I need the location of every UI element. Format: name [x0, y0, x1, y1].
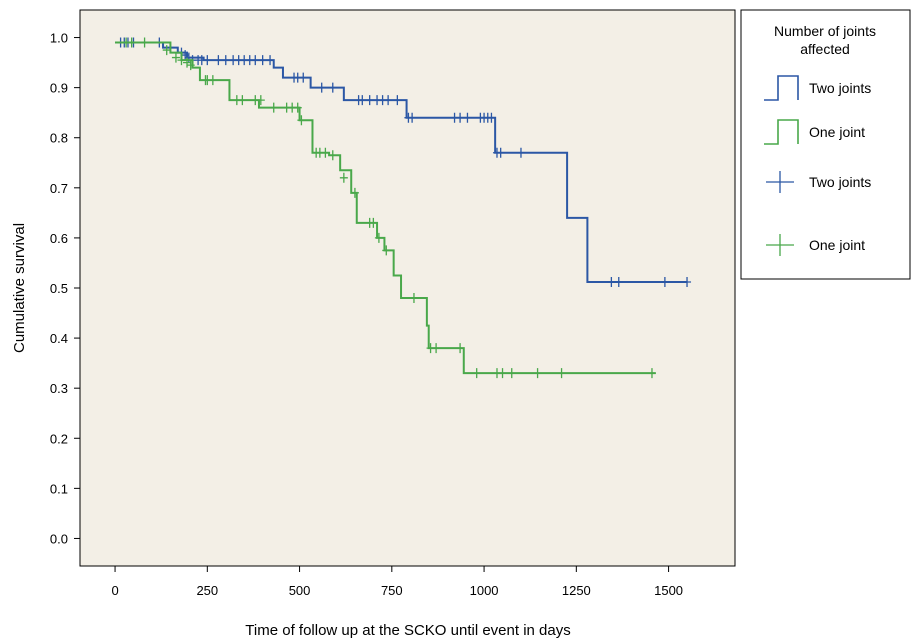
- legend-label-one-joint: One joint: [809, 237, 865, 253]
- legend-censor-symbol-one-joint: [766, 234, 794, 256]
- censor-mark-two-joints: [181, 50, 190, 61]
- censor-mark-two-joints: [258, 55, 267, 66]
- legend-title-line-1: Number of joints: [774, 23, 876, 39]
- censor-mark-one-joint: [269, 102, 278, 113]
- censor-mark-one-joint: [186, 60, 195, 71]
- censor-mark-two-joints: [266, 55, 275, 66]
- censor-mark-one-joint: [140, 37, 149, 48]
- plot-series: [115, 37, 692, 379]
- x-tick-label: 500: [289, 583, 311, 598]
- y-tick-label: 0.5: [50, 281, 68, 296]
- censor-mark-one-joint: [127, 37, 136, 48]
- axes: 0.0 0.1 0.2 0.3 0.4 0.5 0.6 0.7 0.8 0.9 1.0 0 250 500…: [50, 31, 683, 598]
- censor-mark-one-joint: [382, 245, 391, 256]
- censor-mark-two-joints: [463, 112, 472, 123]
- x-tick-label: 0: [111, 583, 118, 598]
- censor-mark-one-joint: [177, 55, 186, 66]
- censor-mark-two-joints: [203, 55, 212, 66]
- legend-censor-symbol-two-joints: [766, 171, 794, 193]
- censor-mark-one-joint: [533, 368, 542, 379]
- censor-mark-one-joint: [369, 217, 378, 228]
- censor-mark-one-joint: [293, 102, 302, 113]
- censor-mark-one-joint: [409, 293, 418, 304]
- censor-mark-one-joint: [498, 368, 507, 379]
- censor-mark-two-joints: [393, 95, 402, 106]
- censor-mark-one-joint: [339, 172, 348, 183]
- censor-mark-one-joint: [162, 45, 171, 56]
- censor-mark-one-joint: [350, 187, 359, 198]
- y-tick-label: 0.9: [50, 81, 68, 96]
- censor-mark-one-joint: [256, 95, 265, 106]
- legend-label-two-joints: Two joints: [809, 80, 871, 96]
- censor-mark-two-joints: [328, 82, 337, 93]
- y-tick-label: 0.7: [50, 181, 68, 196]
- censor-mark-one-joint: [171, 52, 180, 63]
- y-tick-label: 0.2: [50, 431, 68, 446]
- legend-step-symbol-one-joint: [764, 119, 799, 145]
- y-tick-label: 0.4: [50, 331, 68, 346]
- censor-mark-one-joint: [456, 343, 465, 354]
- legend-entries: Two joints One joint Two joints One joint: [764, 75, 871, 256]
- censor-mark-one-joint: [183, 57, 192, 68]
- censor-mark-two-joints: [456, 112, 465, 123]
- censor-mark-two-joints: [614, 276, 623, 287]
- legend-title-line-2: affected: [800, 41, 850, 57]
- censor-mark-two-joints: [683, 276, 692, 287]
- censor-mark-one-joint: [472, 368, 481, 379]
- y-tick-label: 0.6: [50, 231, 68, 246]
- censor-mark-two-joints: [384, 95, 393, 106]
- legend-step-symbol-two-joints: [764, 75, 799, 101]
- censor-mark-two-joints: [660, 276, 669, 287]
- y-tick-label: 1.0: [50, 31, 68, 46]
- x-tick-label: 1000: [470, 583, 499, 598]
- y-tick-label: 0.1: [50, 481, 68, 496]
- censor-mark-one-joint: [507, 368, 516, 379]
- legend-label-one-joint: One joint: [809, 124, 865, 140]
- x-tick-label: 750: [381, 583, 403, 598]
- censor-mark-two-joints: [214, 55, 223, 66]
- censor-mark-two-joints: [496, 147, 505, 158]
- y-tick-label: 0.0: [50, 531, 68, 546]
- censor-mark-two-joints: [487, 112, 496, 123]
- x-axis-title: Time of follow up at the SCKO until even…: [245, 622, 570, 639]
- y-tick-label: 0.8: [50, 131, 68, 146]
- plot-area: [79, 9, 736, 567]
- y-tick-label: 0.3: [50, 381, 68, 396]
- censor-mark-one-joint: [432, 343, 441, 354]
- censor-mark-one-joint: [208, 75, 217, 86]
- censor-mark-two-joints: [516, 147, 525, 158]
- censor-mark-two-joints: [251, 55, 260, 66]
- censor-mark-one-joint: [647, 368, 656, 379]
- censor-mark-one-joint: [321, 147, 330, 158]
- censor-mark-two-joints: [365, 95, 374, 106]
- censor-mark-two-joints: [299, 72, 308, 83]
- y-axis-title: Cumulative survival: [11, 223, 28, 353]
- censor-mark-one-joint: [557, 368, 566, 379]
- censor-mark-one-joint: [328, 150, 337, 161]
- censor-mark-one-joint: [297, 115, 306, 126]
- legend-label-two-joints: Two joints: [809, 174, 871, 190]
- x-tick-label: 250: [196, 583, 218, 598]
- censor-mark-two-joints: [358, 95, 367, 106]
- censor-mark-two-joints: [317, 82, 326, 93]
- censor-mark-one-joint: [238, 95, 247, 106]
- x-tick-label: 1500: [654, 583, 683, 598]
- censor-mark-two-joints: [607, 276, 616, 287]
- x-tick-label: 1250: [562, 583, 591, 598]
- censor-mark-two-joints: [408, 112, 417, 123]
- censor-mark-two-joints: [221, 55, 230, 66]
- censor-mark-one-joint: [374, 232, 383, 243]
